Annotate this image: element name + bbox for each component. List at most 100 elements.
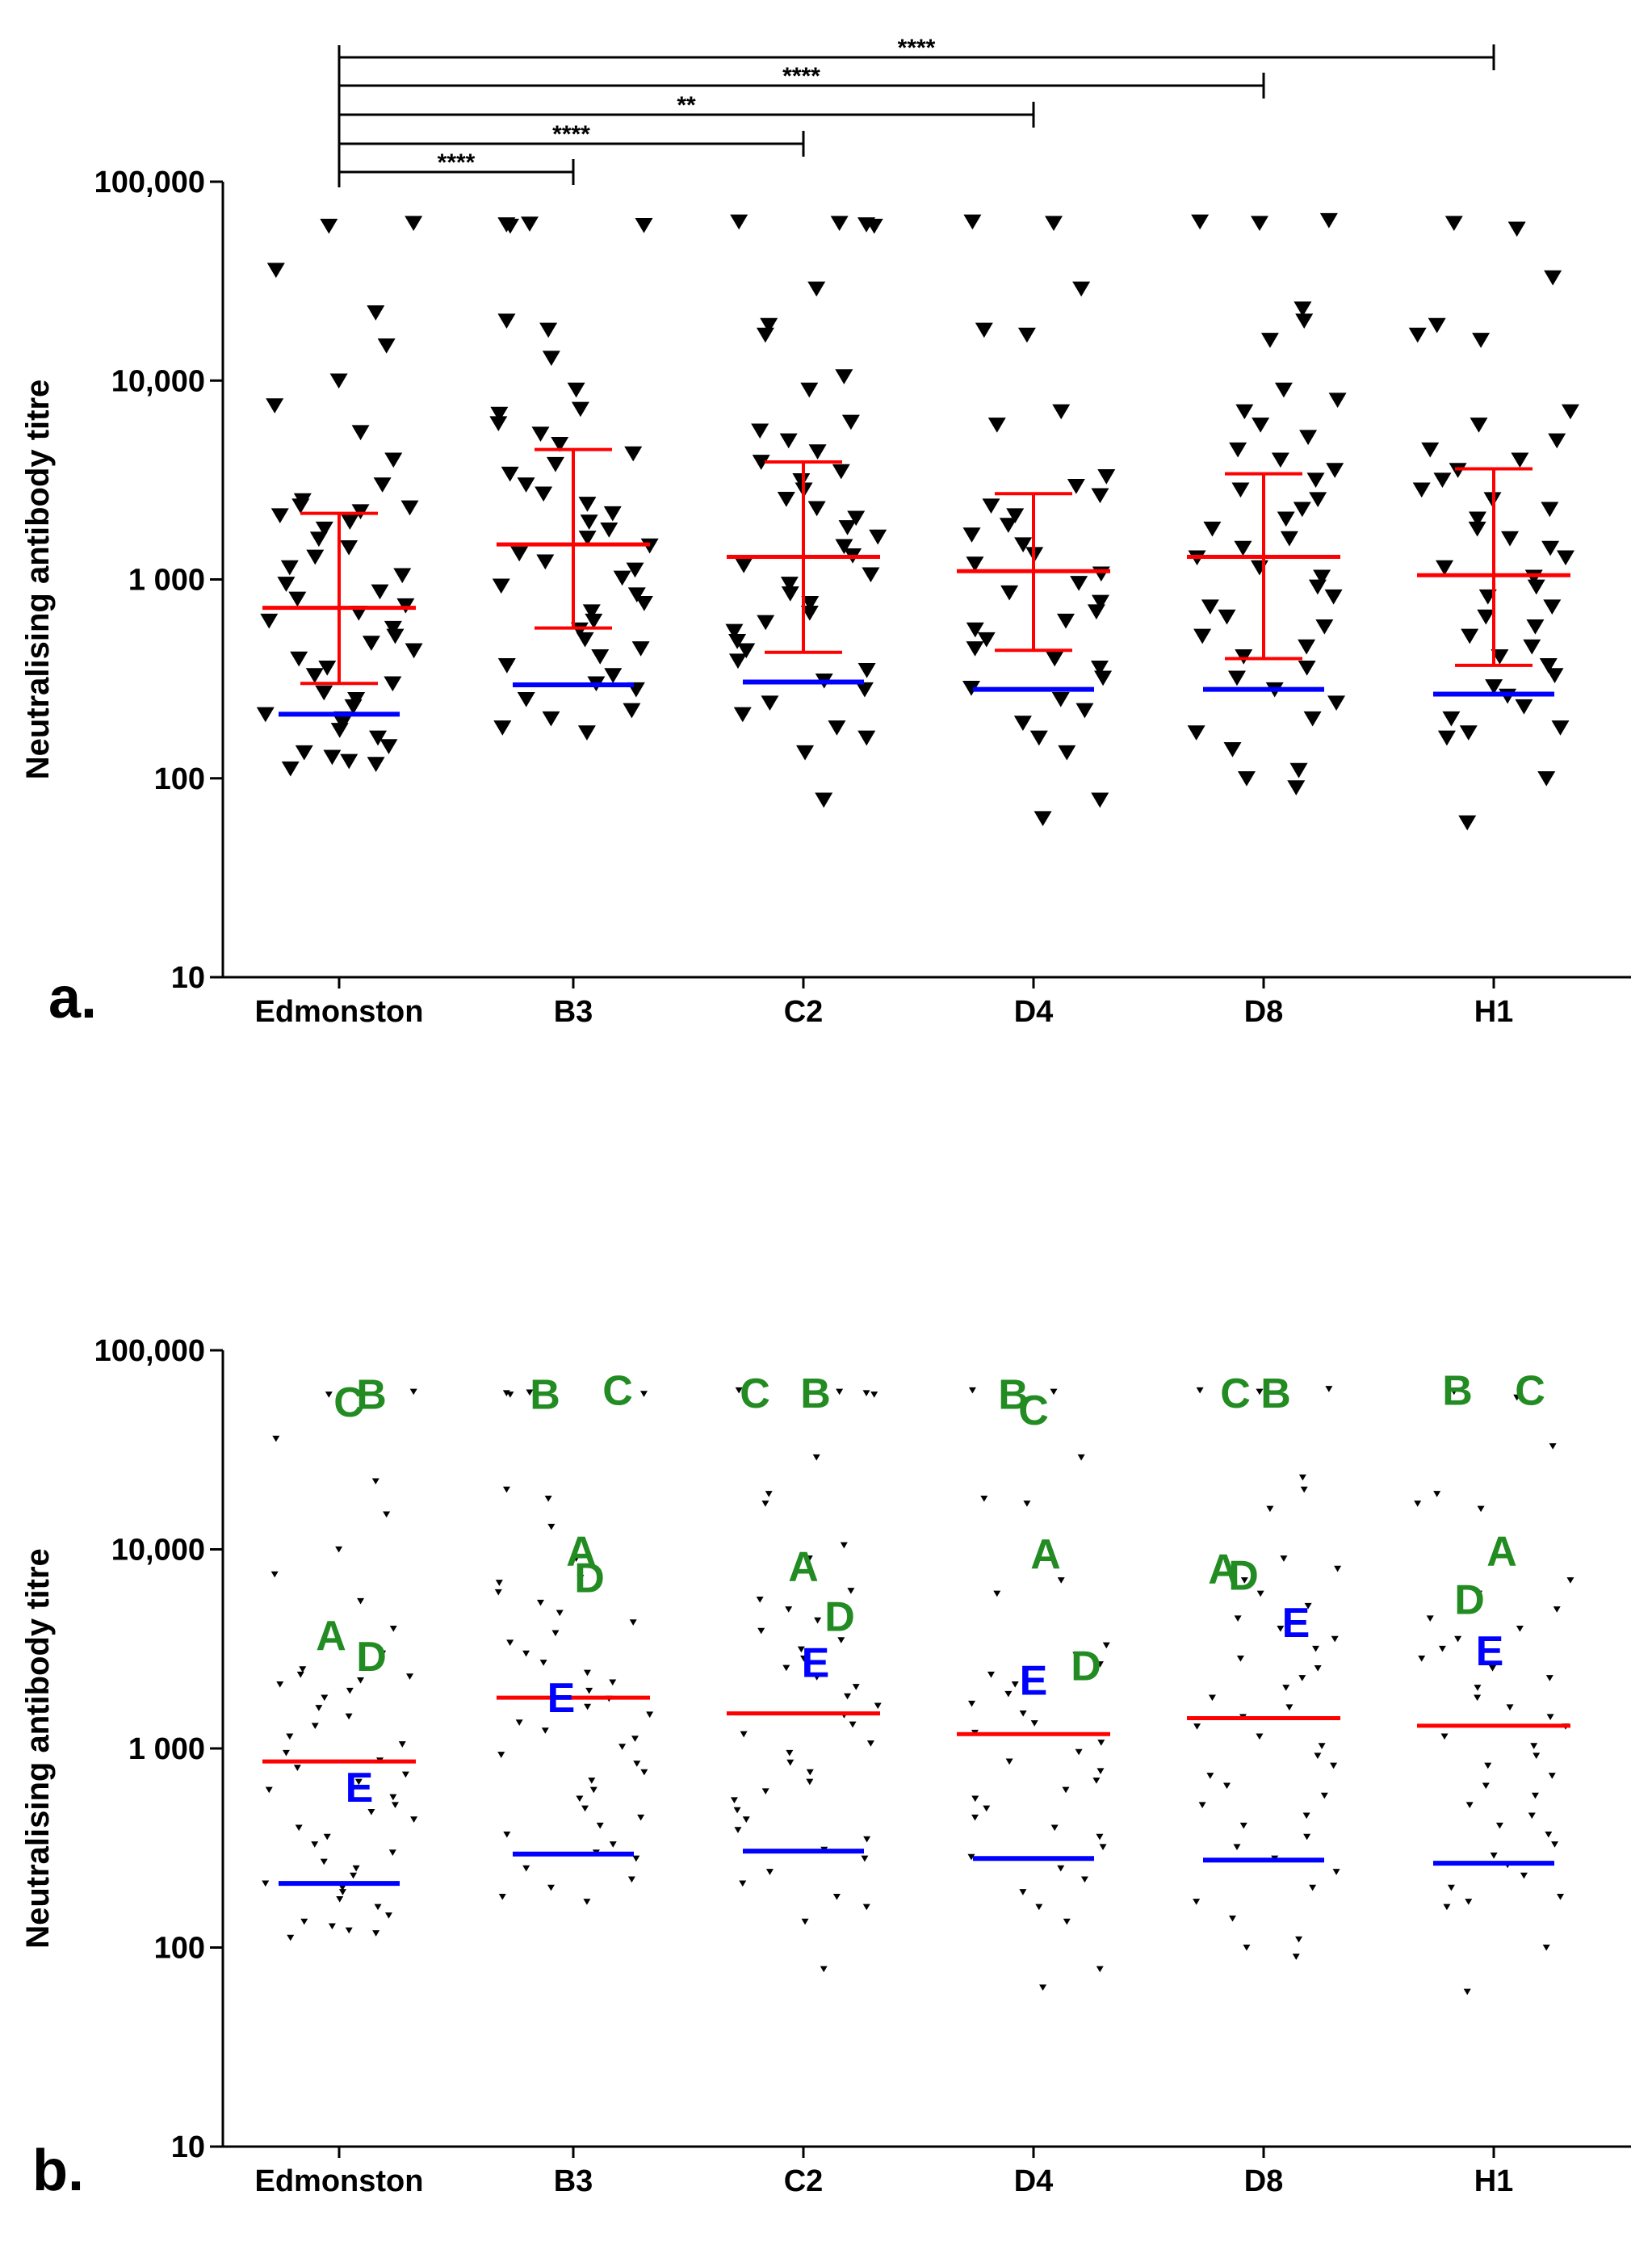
data-point: [1442, 711, 1461, 727]
data-point: [325, 1391, 333, 1398]
data-point: [1014, 537, 1033, 553]
data-point: [362, 636, 380, 651]
data-point: [596, 1822, 604, 1829]
group-letter: C: [333, 1379, 364, 1426]
data-point: [627, 587, 646, 603]
data-point: [739, 1880, 747, 1887]
data-point: [400, 500, 419, 516]
data-point: [1516, 1625, 1524, 1632]
data-point: [377, 338, 396, 354]
data-point: [863, 1836, 871, 1843]
data-point: [1298, 639, 1316, 655]
group-letter: A: [1486, 1529, 1517, 1576]
data-point: [1447, 1884, 1455, 1891]
data-point: [812, 1454, 820, 1461]
data-point: [1050, 1824, 1059, 1832]
data-point: [577, 1575, 585, 1581]
data-point: [295, 1824, 303, 1832]
y-axis-label: Neutralising antibody titre: [20, 1548, 56, 1949]
data-point: [1080, 1876, 1088, 1883]
data-point: [757, 615, 775, 631]
data-point: [338, 1884, 346, 1891]
group-letter: D: [1071, 1643, 1101, 1690]
data-point: [384, 620, 402, 636]
data-point: [585, 613, 603, 629]
data-point: [369, 730, 388, 746]
group-letter: E: [1476, 1628, 1504, 1675]
data-point: [1418, 1656, 1426, 1662]
data-point: [982, 498, 1000, 514]
data-point: [340, 753, 358, 770]
data-point: [870, 1391, 878, 1398]
data-point: [1315, 619, 1334, 635]
data-point: [609, 1841, 617, 1848]
data-point: [1477, 609, 1495, 625]
data-point: [1331, 1635, 1339, 1643]
group-letter: B: [1260, 1370, 1291, 1417]
data-point: [1461, 628, 1479, 644]
data-point: [1293, 502, 1311, 518]
data-point: [1319, 212, 1338, 229]
data-point: [1485, 679, 1503, 695]
significance-label: ****: [438, 149, 476, 176]
group-c2: [725, 214, 887, 808]
data-point: [270, 508, 289, 524]
data-point: [1295, 1936, 1303, 1943]
data-point: [815, 792, 833, 808]
data-point: [757, 1627, 765, 1635]
data-point: [501, 466, 519, 482]
data-point: [542, 350, 560, 367]
data-point: [1023, 1501, 1031, 1507]
data-point: [1092, 1778, 1101, 1784]
data-point: [1549, 1443, 1557, 1450]
data-point: [1527, 579, 1545, 595]
data-point: [966, 622, 984, 638]
data-point: [1227, 670, 1246, 686]
data-point: [1334, 1565, 1342, 1572]
data-point: [1285, 1704, 1294, 1711]
data-point: [272, 1435, 280, 1442]
y-tick-label: 1 000: [128, 564, 205, 598]
data-point: [966, 641, 984, 657]
data-point: [730, 214, 748, 230]
data-point: [1472, 333, 1491, 348]
data-point: [546, 456, 564, 472]
data-point: [613, 570, 631, 586]
data-point: [1000, 585, 1019, 601]
data-point: [531, 426, 550, 443]
x-tick-label: C2: [784, 995, 824, 1029]
data-point: [1530, 1743, 1538, 1749]
group-letter: D: [1228, 1553, 1259, 1600]
data-point: [1541, 502, 1559, 518]
data-point: [1506, 1704, 1514, 1711]
data-point: [1203, 521, 1222, 537]
data-point: [494, 1589, 502, 1596]
data-point: [782, 1664, 790, 1672]
data-point: [1465, 1802, 1474, 1809]
data-point: [967, 1853, 975, 1861]
data-point: [1096, 1833, 1104, 1841]
data-point: [844, 1693, 852, 1700]
data-point: [1045, 216, 1063, 232]
data-point: [765, 1491, 773, 1497]
data-point: [551, 1630, 560, 1637]
group-letter: E: [547, 1675, 576, 1722]
data-point: [1489, 1665, 1497, 1672]
data-point: [1314, 1752, 1322, 1759]
data-point: [800, 382, 819, 398]
data-point: [1092, 566, 1110, 582]
data-point: [1295, 313, 1314, 329]
data-point: [338, 1889, 346, 1895]
data-point: [1256, 1733, 1264, 1740]
x-tick-label: D4: [1014, 2164, 1054, 2198]
data-point: [963, 214, 982, 230]
data-point: [1294, 301, 1312, 317]
data-point: [270, 1571, 279, 1578]
data-point: [838, 520, 857, 535]
data-point: [287, 1934, 295, 1941]
data-point: [405, 643, 423, 659]
group-d4: BC A E D: [957, 1372, 1110, 1992]
data-point: [373, 477, 392, 493]
data-point: [1437, 730, 1456, 746]
data-point: [1196, 1387, 1204, 1394]
